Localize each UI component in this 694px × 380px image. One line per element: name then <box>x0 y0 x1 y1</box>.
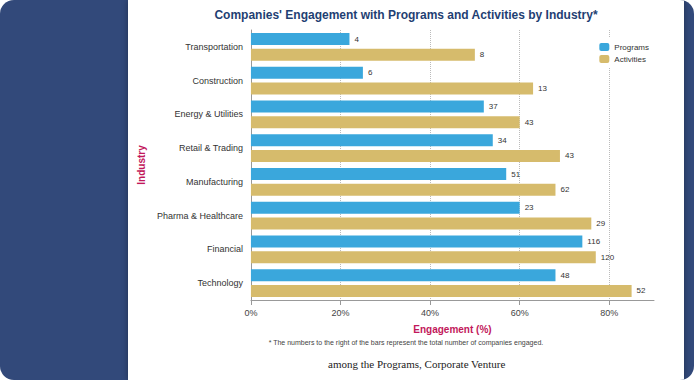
svg-text:8: 8 <box>480 50 485 59</box>
svg-text:Companies' Engagement with Pro: Companies' Engagement with Programs and … <box>214 8 597 22</box>
svg-text:52: 52 <box>637 286 646 295</box>
svg-text:Construction: Construction <box>192 76 243 86</box>
svg-text:4: 4 <box>354 35 359 44</box>
svg-text:120: 120 <box>601 253 615 262</box>
svg-text:37: 37 <box>489 102 498 111</box>
svg-text:43: 43 <box>525 118 534 127</box>
svg-text:51: 51 <box>511 170 520 179</box>
svg-text:40%: 40% <box>421 308 439 318</box>
svg-text:13: 13 <box>538 84 547 93</box>
svg-text:Technology: Technology <box>197 278 243 288</box>
svg-text:Transportation: Transportation <box>185 42 243 52</box>
svg-text:Engagement (%): Engagement (%) <box>413 324 491 335</box>
svg-text:60%: 60% <box>511 308 529 318</box>
svg-text:Industry: Industry <box>136 145 147 185</box>
svg-text:23: 23 <box>525 203 534 212</box>
svg-text:29: 29 <box>596 219 605 228</box>
svg-text:62: 62 <box>560 185 569 194</box>
svg-text:* The numbers to the right of: * The numbers to the right of the bars r… <box>269 339 544 347</box>
svg-text:48: 48 <box>560 271 569 280</box>
html-text:among the Programs, Corporate: among the Programs, Corporate Venture <box>328 358 506 370</box>
svg-text:Programs: Programs <box>614 43 649 52</box>
svg-text:Pharma & Healthcare: Pharma & Healthcare <box>157 211 243 221</box>
svg-text:0%: 0% <box>244 308 257 318</box>
svg-text:116: 116 <box>587 237 600 246</box>
svg-text:Activities: Activities <box>614 55 646 64</box>
svg-text:34: 34 <box>498 136 507 145</box>
svg-text:80%: 80% <box>600 308 618 318</box>
svg-text:43: 43 <box>565 151 574 160</box>
svg-text:Retail & Trading: Retail & Trading <box>179 143 243 153</box>
svg-text:Manufacturing: Manufacturing <box>186 177 243 187</box>
svg-text:20%: 20% <box>332 308 350 318</box>
svg-text:6: 6 <box>368 68 373 77</box>
svg-text:Financial: Financial <box>207 244 243 254</box>
svg-text:Energy & Utilities: Energy & Utilities <box>174 109 243 119</box>
